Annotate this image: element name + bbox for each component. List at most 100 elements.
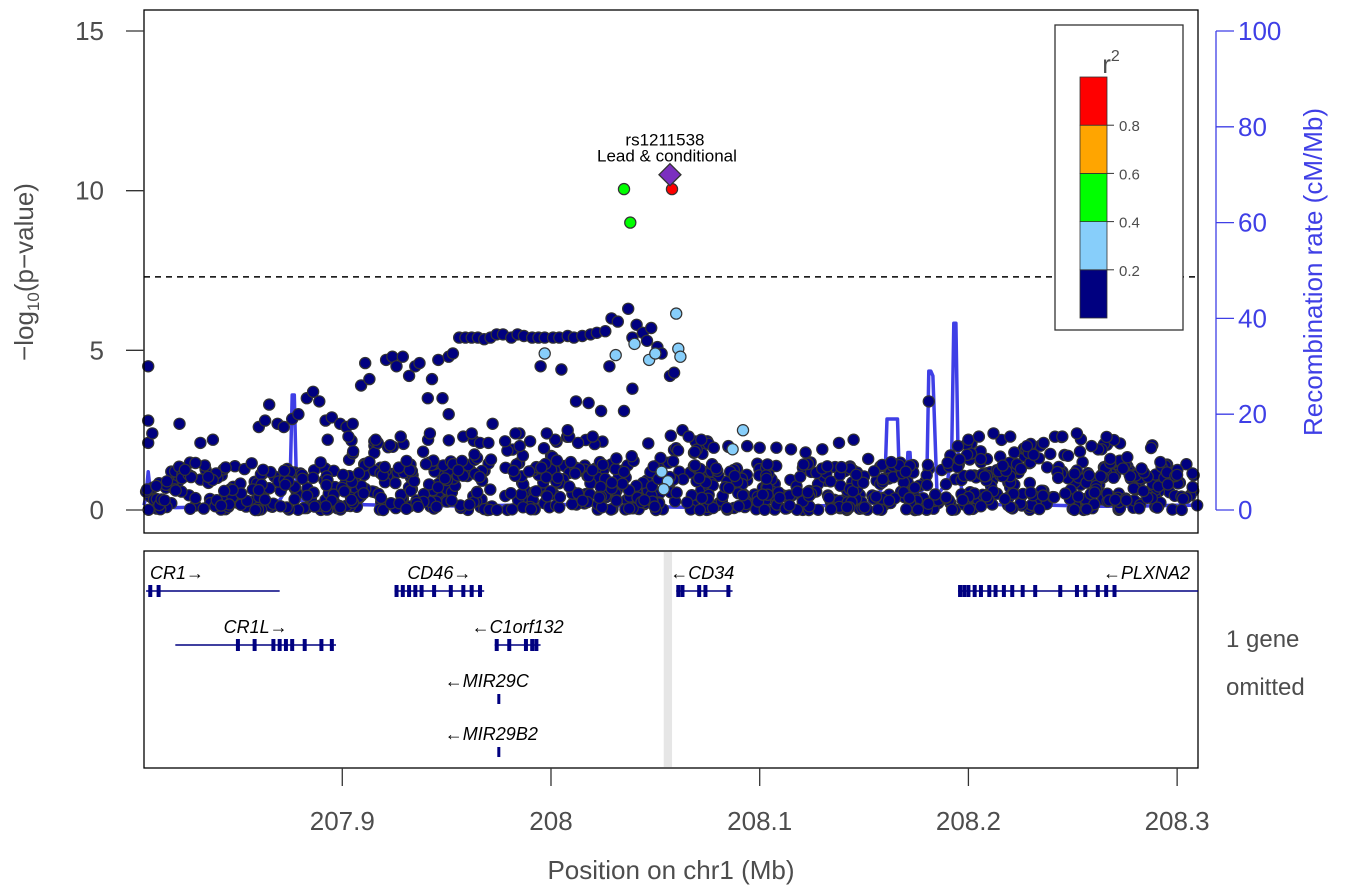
y-axis-label-subscript: 10	[24, 292, 43, 311]
gene-exon	[461, 585, 466, 597]
snp-point	[857, 476, 870, 489]
snp-point	[1176, 492, 1190, 505]
gene-exon	[726, 585, 731, 597]
snp-point	[671, 444, 685, 457]
snp-point	[416, 445, 430, 458]
snp-point	[473, 470, 486, 484]
snp-point	[922, 395, 936, 408]
snp-point	[962, 503, 976, 516]
snp-point	[515, 488, 528, 501]
lead-snp-note: Lead & conditional	[597, 147, 737, 166]
snp-point	[553, 501, 566, 514]
snp-point	[463, 498, 476, 511]
snp-point	[622, 302, 635, 315]
snp-point	[523, 435, 537, 448]
snp-point	[421, 392, 434, 405]
gene-exon	[302, 639, 307, 651]
snp-point	[430, 500, 443, 513]
snp-point	[183, 502, 197, 515]
snp-point	[352, 466, 366, 480]
omitted-genes-note-line1: 1 gene	[1226, 626, 1299, 653]
snp-point	[996, 459, 1009, 472]
snp-point	[722, 481, 736, 495]
snp-point	[534, 360, 547, 373]
snp-point	[1190, 499, 1204, 512]
snp-point	[482, 436, 495, 450]
snp-point	[1123, 470, 1137, 483]
snp-point	[611, 315, 625, 328]
snp-point	[882, 494, 896, 507]
snp-point	[383, 439, 397, 452]
legend-swatch	[1079, 172, 1108, 222]
snp-point	[593, 491, 606, 504]
snp-point	[911, 503, 925, 516]
legend-title-sup: 2	[1111, 48, 1120, 65]
gene-exon	[252, 639, 257, 651]
snp-point	[921, 458, 935, 472]
snp-point	[688, 445, 702, 459]
snp-point	[507, 464, 520, 478]
snp-point	[666, 455, 680, 468]
snp-point	[920, 478, 934, 492]
snp-point	[610, 494, 623, 507]
gene-exon	[962, 585, 967, 597]
snp-point	[214, 499, 228, 512]
gene-exon	[1083, 585, 1088, 597]
snp-point	[821, 460, 834, 473]
snp-point	[334, 501, 347, 514]
snp-point	[741, 439, 754, 453]
snp-point	[141, 360, 155, 373]
snp-point	[219, 461, 232, 474]
snp-point	[1024, 486, 1037, 499]
gene-exon	[697, 585, 702, 597]
snp-point	[706, 501, 720, 515]
snp-point	[158, 494, 171, 507]
snp-point	[760, 472, 773, 485]
gene-exon	[703, 585, 708, 597]
snp-point	[400, 454, 413, 468]
snp-point	[325, 411, 338, 424]
snp-point	[720, 501, 734, 515]
x-axis-label: Position on chr1 (Mb)	[547, 855, 794, 885]
snp-point	[169, 484, 182, 497]
snp-point	[320, 479, 333, 492]
snp-point	[484, 483, 497, 496]
gene-exon	[1001, 585, 1006, 597]
snp-point	[1071, 490, 1085, 503]
gene-exon	[523, 639, 528, 651]
snp-point	[566, 497, 579, 511]
snp-point-ld	[624, 216, 637, 229]
gene-exon	[277, 639, 282, 651]
y-tick-label: 0	[90, 495, 104, 525]
lead-snp-marker	[658, 162, 682, 187]
snp-point	[1004, 430, 1017, 443]
snp-point-ld	[655, 465, 668, 478]
snp-point	[695, 491, 709, 505]
snp-point	[425, 372, 439, 386]
snp-point	[616, 477, 629, 490]
snp-point-ld	[538, 347, 551, 360]
snp-point	[756, 488, 769, 501]
snp-point	[274, 500, 287, 513]
snp-point	[249, 503, 262, 517]
snp-point-ld	[670, 307, 683, 320]
snp-point	[840, 501, 854, 514]
snp-point	[899, 465, 913, 478]
gene-exon	[478, 585, 483, 597]
gene-label-MIR29B2: ←MIR29B2	[445, 724, 538, 744]
snp-point	[402, 369, 416, 383]
snp-point	[563, 480, 576, 493]
snp-point	[603, 360, 616, 373]
snp-point	[784, 443, 798, 456]
y-axis-label-prefix: −log	[9, 311, 39, 361]
snp-point	[363, 372, 376, 386]
snp-point	[626, 382, 639, 395]
legend-swatch	[1079, 221, 1108, 271]
snp-point	[1061, 449, 1075, 462]
y2-tick-label: 60	[1238, 208, 1267, 238]
snp-point	[342, 430, 355, 443]
snp-point	[423, 427, 437, 440]
snp-point	[681, 496, 694, 509]
snp-point-ld	[657, 483, 670, 496]
snp-point	[974, 452, 988, 466]
